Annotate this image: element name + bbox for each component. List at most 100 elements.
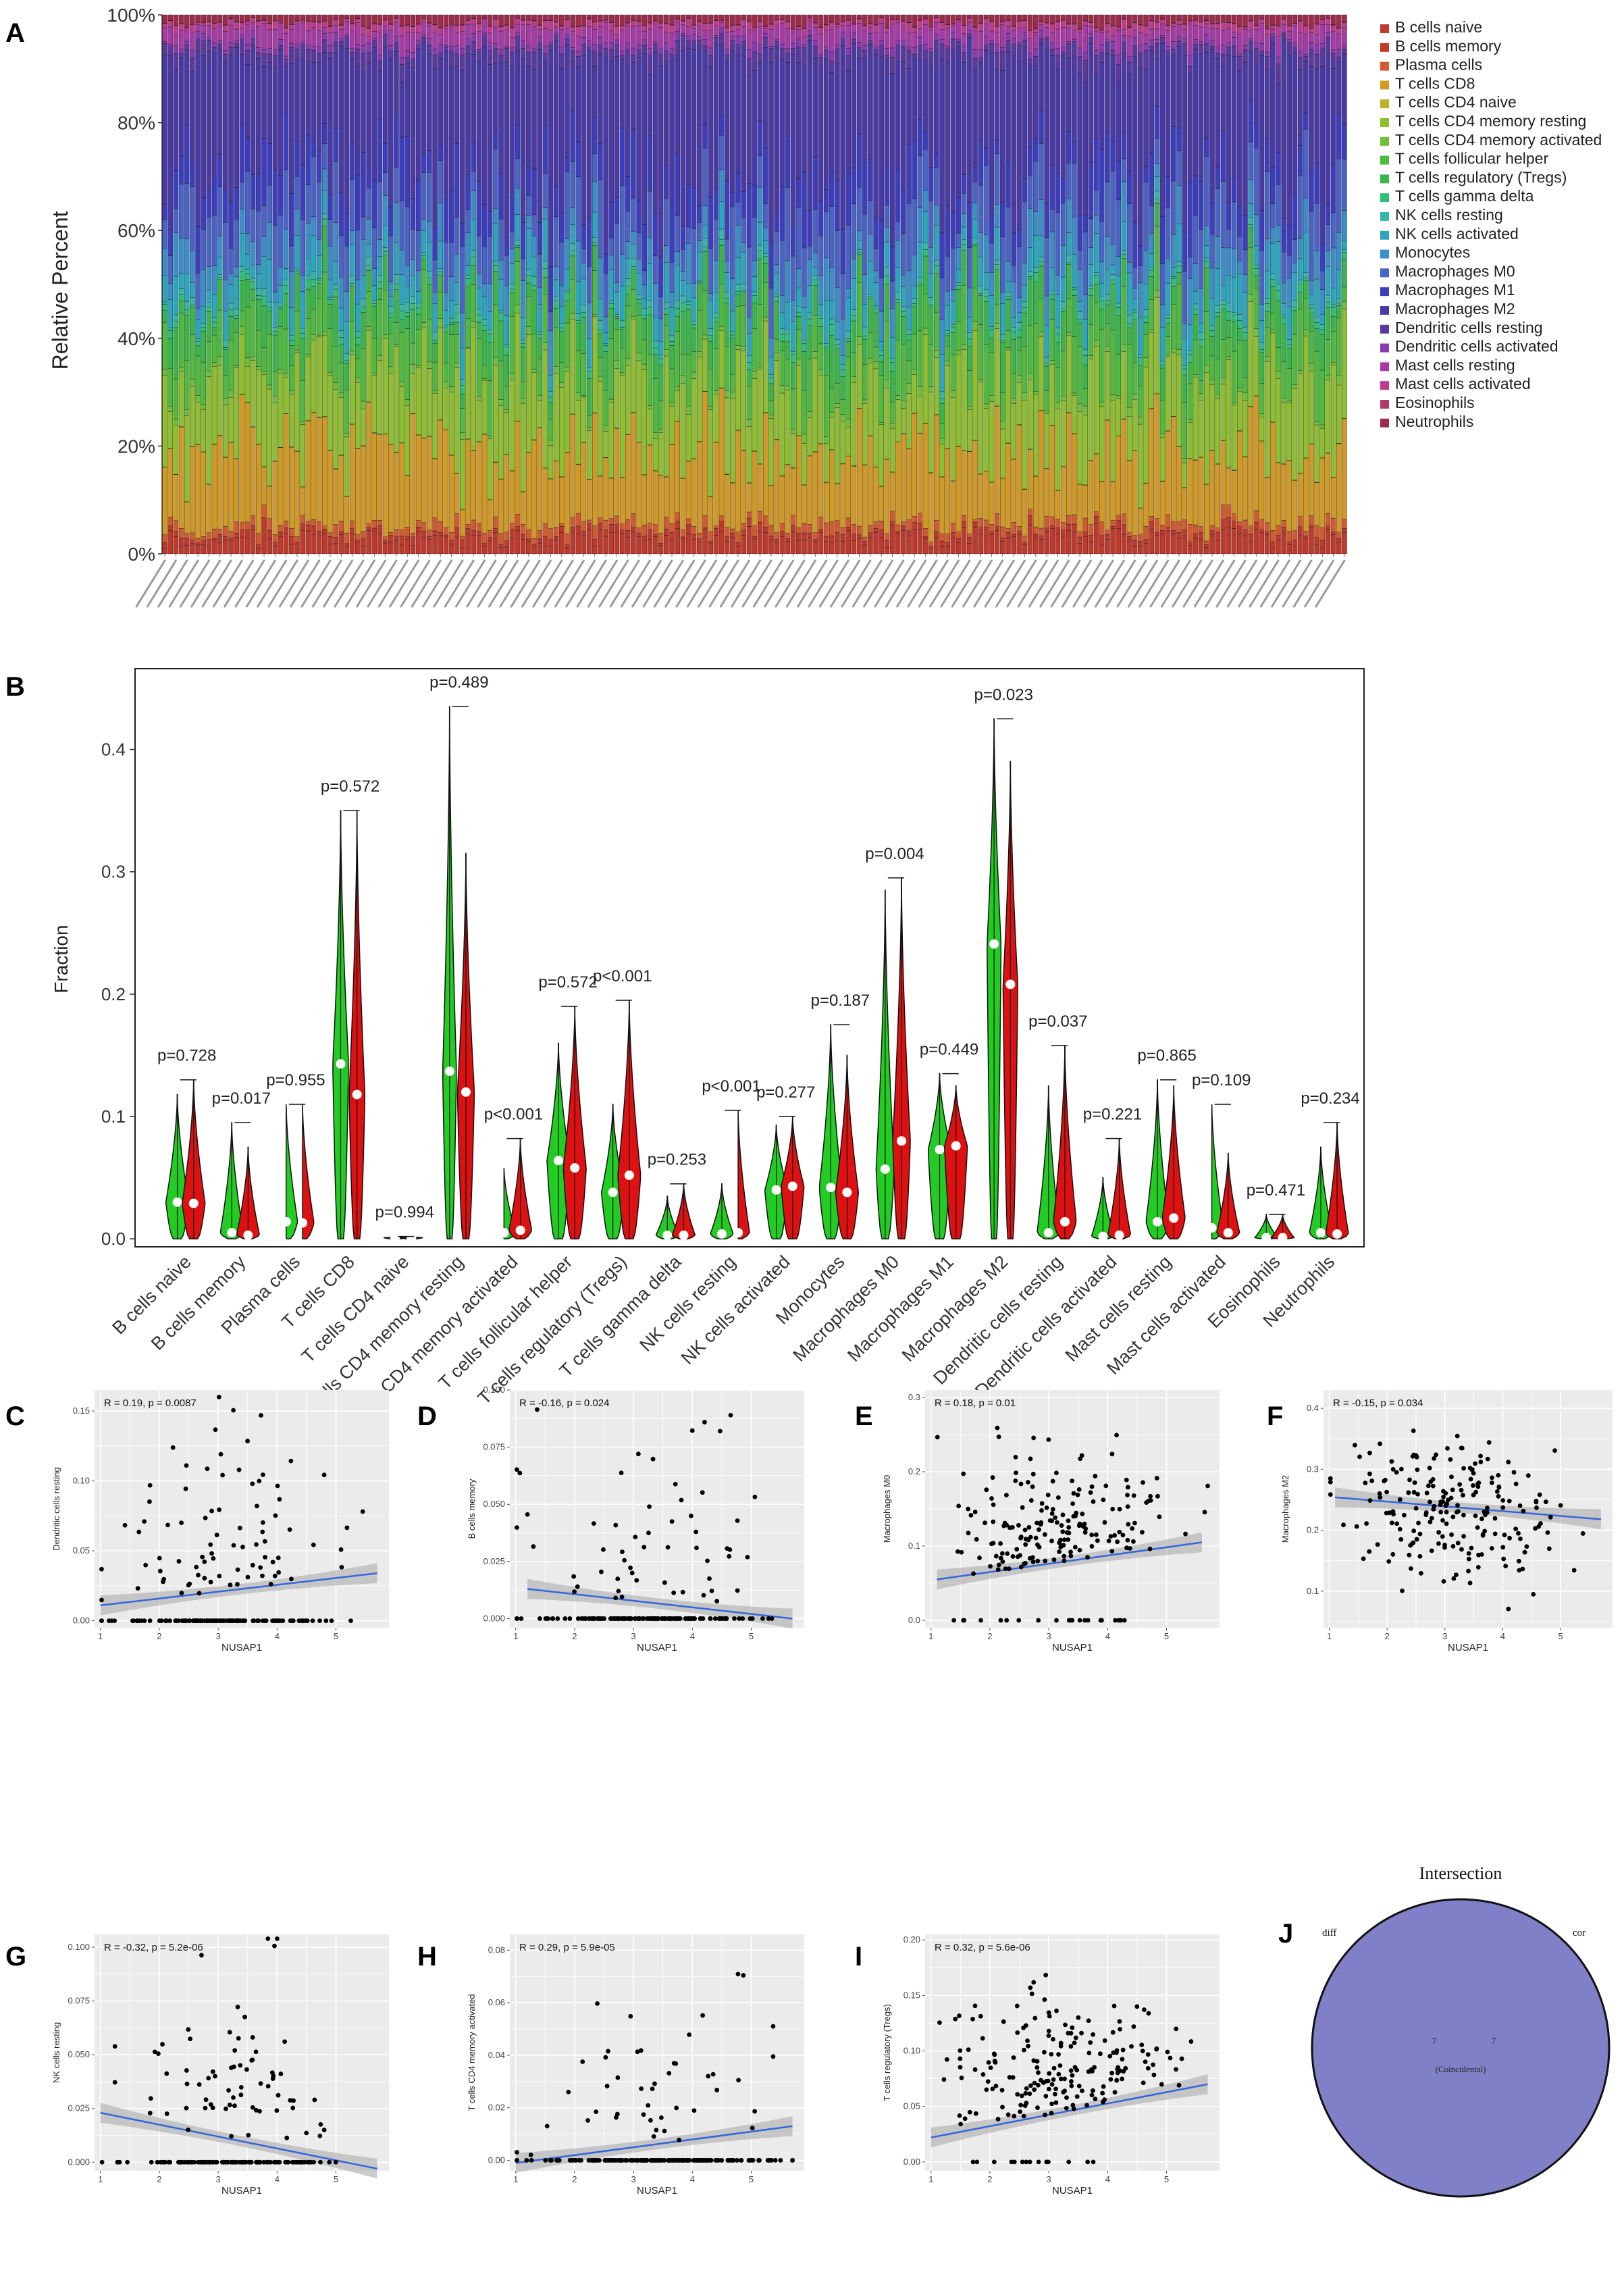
stacked-segment (173, 25, 179, 36)
stacked-segment (333, 296, 338, 347)
stacked-segment (504, 285, 509, 316)
stacked-segment (548, 402, 554, 419)
legend-item: Monocytes (1395, 244, 1470, 261)
stacked-segment (928, 201, 934, 248)
stacked-segment (1198, 380, 1204, 394)
stacked-segment (548, 528, 554, 540)
stacked-segment (190, 543, 195, 555)
legend-item: T cells CD4 memory resting (1395, 112, 1586, 130)
stacked-segment (730, 40, 735, 51)
stacked-segment (1138, 417, 1143, 425)
stacked-segment (1303, 128, 1309, 199)
stacked-segment (664, 42, 669, 51)
stacked-segment (790, 351, 796, 355)
stacked-segment (1319, 548, 1326, 555)
stacked-segment (184, 315, 190, 361)
stacked-segment (873, 248, 879, 272)
stacked-segment (278, 215, 284, 267)
stacked-segment (983, 301, 989, 345)
stacked-segment (950, 211, 956, 249)
stacked-segment (504, 355, 509, 386)
stacked-segment (1016, 312, 1022, 323)
stacked-segment (955, 20, 962, 22)
stacked-segment (487, 211, 493, 237)
stacked-segment (1220, 247, 1226, 287)
stacked-segment (1060, 203, 1066, 246)
stacked-segment (421, 18, 427, 22)
stacked-segment (1292, 388, 1298, 480)
stacked-segment (879, 530, 885, 538)
stacked-segment (239, 182, 245, 209)
stacked-segment (851, 534, 857, 541)
stacked-segment (961, 528, 967, 555)
stacked-segment (669, 403, 675, 407)
stacked-segment (669, 405, 675, 444)
stacked-segment (586, 479, 592, 521)
stacked-segment (1242, 530, 1248, 536)
stacked-segment (432, 517, 438, 532)
stacked-segment (1011, 536, 1016, 555)
stacked-segment (1000, 202, 1005, 237)
stacked-segment (972, 168, 978, 182)
stacked-segment (978, 528, 983, 535)
stacked-segment (195, 544, 201, 555)
stacked-segment (1215, 394, 1220, 400)
stacked-segment (184, 360, 190, 410)
stacked-segment (818, 27, 824, 34)
stacked-segment (195, 341, 201, 346)
stacked-segment (454, 537, 460, 555)
stacked-segment (912, 298, 917, 304)
stacked-segment (862, 339, 868, 365)
stacked-segment (460, 536, 465, 540)
stacked-segment (796, 178, 802, 208)
stacked-segment (460, 348, 465, 380)
stacked-segment (879, 375, 885, 423)
stacked-segment (162, 375, 167, 467)
stacked-segment (267, 48, 272, 55)
stacked-segment (1039, 199, 1044, 236)
stacked-segment (708, 301, 713, 329)
stacked-segment (272, 395, 278, 403)
stacked-segment (244, 538, 251, 555)
stacked-segment (614, 291, 620, 315)
stacked-segment (1077, 403, 1082, 412)
stacked-segment (283, 373, 289, 378)
stacked-segment (476, 338, 482, 397)
stacked-segment (1066, 299, 1072, 333)
stacked-segment (641, 524, 648, 537)
stacked-segment (394, 22, 399, 36)
stacked-segment (415, 49, 421, 181)
stacked-segment (377, 360, 383, 434)
stacked-segment (1176, 185, 1182, 224)
stacked-segment (1121, 534, 1127, 555)
sample-tick-label (896, 559, 927, 608)
stacked-segment (311, 534, 317, 555)
stacked-segment (922, 132, 928, 150)
stacked-segment (669, 523, 675, 533)
stacked-segment (1132, 394, 1138, 400)
stacked-segment (768, 540, 774, 555)
stacked-segment (377, 355, 383, 361)
stacked-segment (190, 24, 195, 32)
stacked-segment (669, 262, 675, 293)
stacked-segment (509, 292, 515, 317)
stacked-segment (1138, 53, 1143, 68)
stacked-segment (217, 529, 223, 535)
stacked-segment (912, 286, 917, 299)
stacked-segment (873, 14, 879, 25)
stacked-segment (1319, 424, 1326, 429)
stacked-segment (565, 172, 570, 239)
stacked-segment (873, 521, 879, 529)
stacked-segment (377, 32, 383, 55)
stacked-segment (619, 254, 625, 286)
sample-tick-label (146, 559, 177, 608)
stacked-segment (1330, 364, 1336, 478)
stacked-segment (228, 442, 234, 532)
stacked-segment (730, 533, 735, 538)
stacked-segment (818, 14, 824, 28)
stacked-segment (1286, 349, 1292, 369)
stacked-segment (581, 396, 587, 443)
stacked-segment (912, 369, 917, 375)
stacked-segment (178, 156, 184, 185)
stacked-segment (244, 50, 251, 65)
